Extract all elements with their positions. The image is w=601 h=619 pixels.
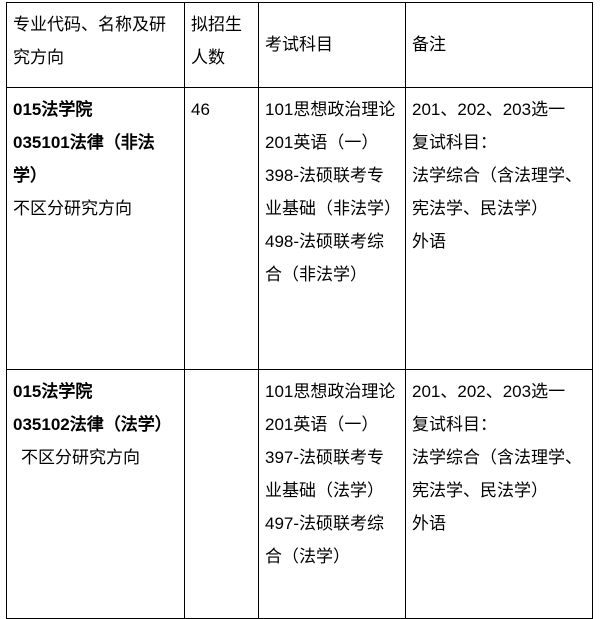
cell-major: 015法学院 035102法律（法学） 不区分研究方向 (6, 369, 185, 619)
cell-subjects: 101思想政治理论 201英语（一） 398-法硕联考专业基础（非法学） 498… (258, 87, 406, 370)
subject-item: 101思想政治理论 (265, 382, 396, 401)
major-code-name: 035102法律（法学） (13, 415, 172, 434)
remark-item: 法学综合（含法理学、宪法学、民法学） (412, 166, 582, 218)
page-root: 专业代码、名称及研究方向 拟招生人数 考试科目 备注 015法学院 035101… (6, 2, 593, 619)
column-header-subjects: 考试科目 (258, 2, 406, 88)
cell-major: 015法学院 035101法律（非法学） 不区分研究方向 (6, 87, 185, 370)
remark-item: 外语 (412, 232, 446, 251)
quota-value: 46 (191, 100, 210, 119)
header-row: 专业代码、名称及研究方向 拟招生人数 考试科目 备注 (6, 2, 593, 88)
table-header: 专业代码、名称及研究方向 拟招生人数 考试科目 备注 (6, 2, 593, 88)
remark-item: 法学综合（含法理学、宪法学、民法学） (412, 448, 582, 500)
major-research-direction: 不区分研究方向 (13, 199, 132, 218)
cell-remarks: 201、202、203选一 复试科目： 法学综合（含法理学、宪法学、民法学） 外… (405, 87, 593, 370)
cell-quota: 46 (184, 87, 259, 370)
subject-item: 201英语（一） (265, 133, 379, 152)
column-header-remarks: 备注 (405, 2, 593, 88)
admissions-table: 专业代码、名称及研究方向 拟招生人数 考试科目 备注 015法学院 035101… (6, 2, 593, 619)
subject-item: 397-法硕联考专业基础（法学） (265, 448, 385, 500)
remark-item: 201、202、203选一 (412, 382, 566, 401)
remark-item: 201、202、203选一 (412, 100, 566, 119)
major-code-name-with-direction: 035102法律（法学） 不区分研究方向 (13, 408, 178, 474)
table-row: 015法学院 035102法律（法学） 不区分研究方向 101思想政治理论 201… (6, 369, 593, 619)
major-college: 015法学院 (13, 100, 93, 119)
cell-subjects: 101思想政治理论 201英语（一） 397-法硕联考专业基础（法学） 497-… (258, 369, 406, 619)
table-row: 015法学院 035101法律（非法学） 不区分研究方向 46 101思想政治理… (6, 87, 593, 370)
subject-item: 497-法硕联考综合（法学） (265, 514, 385, 566)
subject-item: 498-法硕联考综合（非法学） (265, 232, 385, 284)
table-body: 015法学院 035101法律（非法学） 不区分研究方向 46 101思想政治理… (6, 87, 593, 619)
cell-remarks: 201、202、203选一 复试科目： 法学综合（含法理学、宪法学、民法学） 外… (405, 369, 593, 619)
cell-quota (184, 369, 259, 619)
major-code-name: 035101法律（非法学） (13, 133, 155, 185)
major-research-direction: 不区分研究方向 (21, 448, 140, 467)
subject-item: 201英语（一） (265, 415, 379, 434)
remark-item: 外语 (412, 514, 446, 533)
subject-item: 101思想政治理论 (265, 100, 396, 119)
column-header-quota: 拟招生人数 (184, 2, 259, 88)
remark-item: 复试科目： (412, 133, 497, 152)
quota-value (191, 375, 252, 376)
remark-item: 复试科目： (412, 415, 497, 434)
column-header-major: 专业代码、名称及研究方向 (6, 2, 185, 88)
subject-item: 398-法硕联考专业基础（非法学） (265, 166, 401, 218)
major-college: 015法学院 (13, 382, 93, 401)
